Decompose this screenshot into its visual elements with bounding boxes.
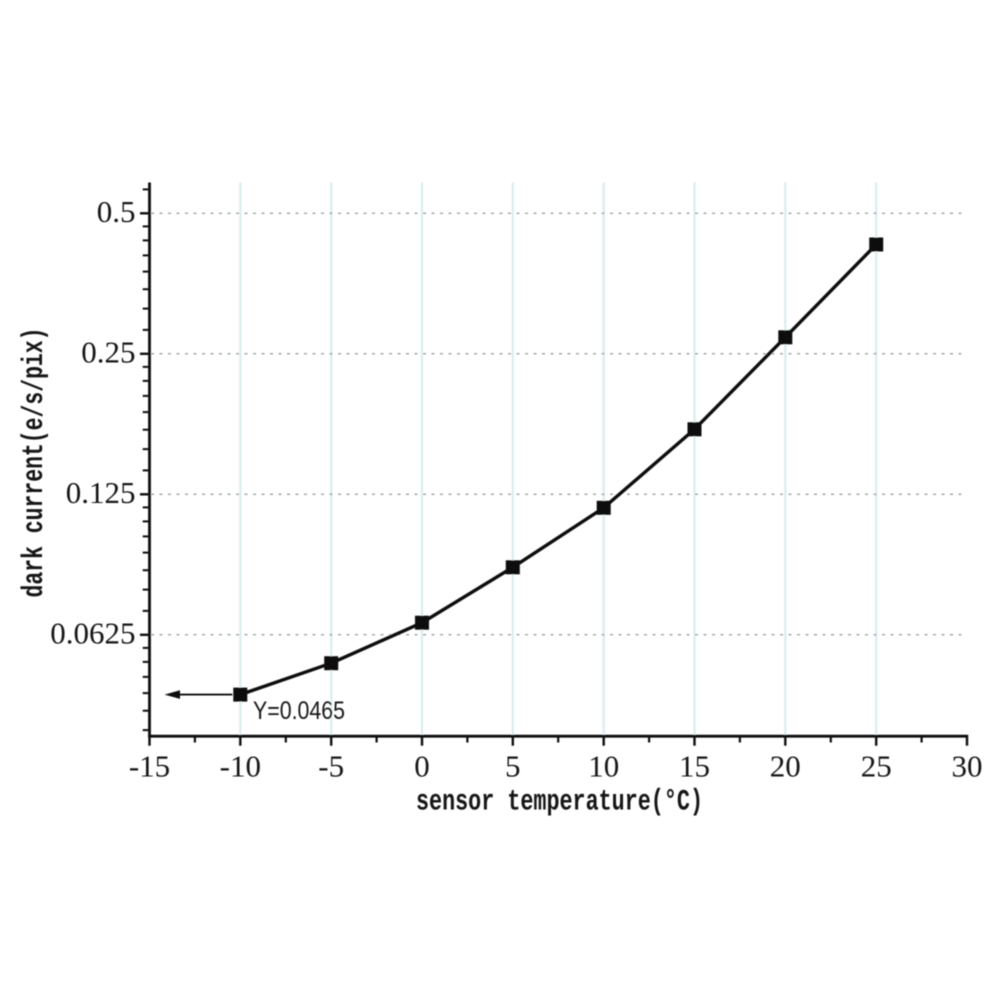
svg-text:0.25: 0.25 [81,334,135,369]
svg-text:-15: -15 [129,749,170,784]
svg-text:0.0625: 0.0625 [50,615,135,650]
svg-text:dark current(e/s/pix): dark current(e/s/pix) [18,328,52,598]
svg-text:15: 15 [679,749,710,784]
svg-text:5: 5 [505,749,521,784]
svg-text:0.125: 0.125 [66,475,136,510]
svg-text:10: 10 [588,749,619,784]
svg-text:Y=0.0465: Y=0.0465 [253,697,345,725]
svg-text:-10: -10 [220,749,261,784]
svg-text:30: 30 [952,749,983,784]
svg-text:0.5: 0.5 [97,194,136,229]
svg-text:sensor temperature(°C): sensor temperature(°C) [416,786,703,820]
svg-text:20: 20 [770,749,801,784]
svg-text:0: 0 [414,749,430,784]
svg-text:-5: -5 [318,749,344,784]
svg-text:25: 25 [861,749,892,784]
